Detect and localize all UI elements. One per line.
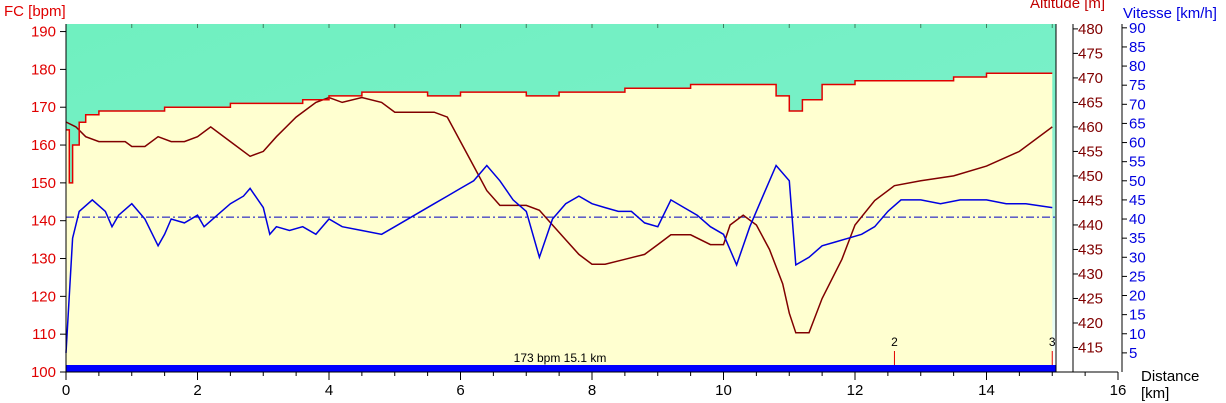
altitude-tick-label: 425	[1078, 290, 1103, 307]
speed-tick-label: 20	[1129, 288, 1146, 305]
summary-bar-label: 173 bpm 15.1 km	[514, 351, 607, 365]
altitude-tick-label: 465	[1078, 94, 1103, 111]
altitude-axis-title: Altitude [m]	[1030, 0, 1105, 12]
hr-tick-label: 110	[32, 326, 56, 343]
speed-tick-label: 40	[1129, 211, 1146, 228]
speed-tick-label: 55	[1129, 154, 1146, 171]
altitude-tick-label: 460	[1078, 119, 1103, 136]
tick-layer: 1001101201301401501601701801904154204254…	[31, 20, 1146, 399]
speed-tick-label: 75	[1129, 77, 1146, 94]
distance-tick-label: 14	[978, 382, 995, 399]
altitude-tick-label: 480	[1078, 21, 1103, 38]
hr-tick-label: 140	[31, 213, 56, 230]
speed-tick-label: 65	[1129, 115, 1146, 132]
lap-label: 2	[891, 335, 898, 349]
speed-tick-label: 5	[1129, 345, 1137, 362]
speed-tick-label: 10	[1129, 326, 1146, 343]
altitude-tick-label: 455	[1078, 143, 1103, 160]
altitude-tick-label: 415	[1078, 339, 1103, 356]
hr-tick-label: 100	[31, 364, 56, 381]
speed-tick-label: 45	[1129, 192, 1146, 209]
altitude-tick-label: 445	[1078, 192, 1103, 209]
distance-tick-label: 10	[715, 382, 732, 399]
speed-series-line	[65, 164, 1053, 353]
hr-tick-label: 120	[31, 288, 56, 305]
distance-tick-label: 2	[193, 382, 201, 399]
speed-tick-label: 80	[1129, 58, 1146, 75]
hr-tick-label: 130	[31, 251, 56, 268]
altitude-tick-label: 470	[1078, 70, 1103, 87]
distance-tick-label: 4	[325, 382, 333, 399]
altitude-fill	[66, 73, 1053, 372]
altitude-tick-label: 435	[1078, 241, 1103, 258]
altitude-tick-label: 450	[1078, 168, 1103, 185]
altitude-tick-label: 475	[1078, 45, 1103, 62]
speed-tick-label: 90	[1129, 20, 1146, 37]
distance-tick-label: 0	[62, 382, 70, 399]
speed-tick-label: 70	[1129, 96, 1146, 113]
speed-tick-label: 50	[1129, 173, 1146, 190]
speed-tick-label: 35	[1129, 230, 1146, 247]
speed-tick-label: 85	[1129, 39, 1146, 56]
speed-tick-label: 25	[1129, 268, 1146, 285]
speed-tick-label: 30	[1129, 249, 1146, 266]
hr-tick-label: 160	[31, 137, 56, 154]
altitude-tick-label: 420	[1078, 315, 1103, 332]
distance-tick-label: 6	[456, 382, 464, 399]
distance-axis-title: Distance [km]	[1141, 368, 1204, 402]
summary-bar	[66, 365, 1056, 372]
speed-axis-title: Vitesse [km/h]	[1123, 5, 1217, 22]
heart-rate-series-line	[66, 72, 1053, 184]
speed-tick-label: 60	[1129, 135, 1146, 152]
distance-tick-label: 16	[1110, 382, 1127, 399]
distance-tick-label: 12	[847, 382, 864, 399]
altitude-tick-label: 430	[1078, 266, 1103, 283]
hr-axis-title: FC [bpm]	[4, 3, 66, 20]
lap-label: 3	[1049, 335, 1056, 349]
hr-tick-label: 180	[31, 61, 56, 78]
altitude-tick-label: 440	[1078, 217, 1103, 234]
hr-tick-label: 150	[31, 175, 56, 192]
speed-tick-label: 15	[1129, 307, 1146, 324]
hr-tick-label: 170	[31, 99, 56, 116]
distance-tick-label: 8	[588, 382, 596, 399]
hr-tick-label: 190	[31, 24, 56, 41]
